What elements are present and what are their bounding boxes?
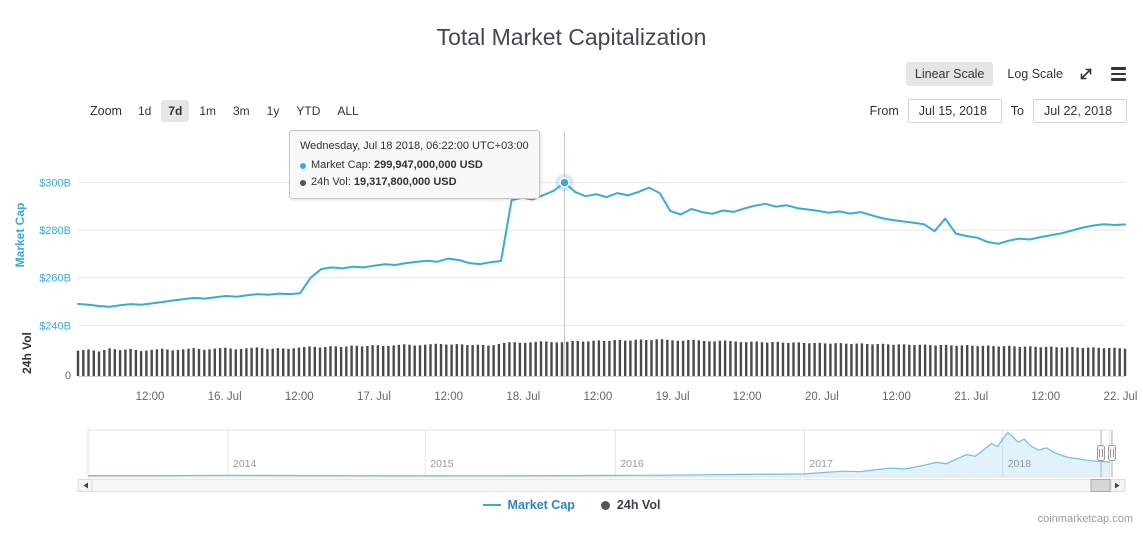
from-date-input[interactable]: Jul 15, 2018: [907, 99, 1002, 123]
navigator-handle-left[interactable]: [1097, 430, 1105, 477]
svg-text:12:00: 12:00: [434, 391, 463, 403]
svg-text:12:00: 12:00: [285, 391, 314, 403]
navigator-year-label: 2016: [620, 458, 644, 470]
scrollbar-thumb[interactable]: [1090, 479, 1111, 492]
expand-icon[interactable]: [1077, 65, 1095, 83]
tooltip-market-cap-label: Market Cap: [311, 157, 374, 174]
to-label: To: [1010, 104, 1024, 118]
chart-tooltip: Wednesday, Jul 18 2018, 06:22:00 UTC+03:…: [289, 130, 540, 199]
navigator-year-label: 2017: [809, 458, 833, 470]
svg-text:12:00: 12:00: [1031, 391, 1060, 403]
zoom-button-group: 1d 7d 1m 3m 1y YTD ALL: [131, 100, 366, 122]
svg-text:12:00: 12:00: [882, 391, 911, 403]
svg-text:16. Jul: 16. Jul: [208, 391, 242, 403]
svg-text:22. Jul: 22. Jul: [1104, 391, 1138, 403]
date-range-controls: From Jul 15, 2018 To Jul 22, 2018: [870, 99, 1127, 123]
scrollbar[interactable]: [77, 479, 1126, 492]
svg-text:12:00: 12:00: [136, 391, 165, 403]
y-axis-label: $260B: [39, 273, 71, 285]
tooltip-market-cap-row: Market Cap 299,947,000,000 USD: [300, 157, 529, 174]
legend-volume-label: 24h Vol: [616, 498, 661, 512]
menu-icon[interactable]: [1109, 65, 1127, 83]
log-scale-button[interactable]: Log Scale: [1007, 67, 1063, 81]
scale-toggle: Linear Scale Log Scale: [905, 62, 1127, 86]
zoom-button-all[interactable]: ALL: [337, 104, 359, 118]
zoom-label: Zoom: [90, 104, 122, 118]
navigator-year-label: 2018: [1008, 458, 1032, 470]
navigator-area[interactable]: [88, 432, 1110, 477]
y-axis-label: $300B: [39, 177, 71, 189]
scrollbar-track[interactable]: [91, 479, 1112, 492]
zoom-button-3m[interactable]: 3m: [233, 104, 250, 118]
linear-scale-button[interactable]: Linear Scale: [905, 62, 994, 86]
scrollbar-right-arrow[interactable]: [1110, 479, 1126, 492]
svg-text:19. Jul: 19. Jul: [656, 391, 690, 403]
zoom-button-1m[interactable]: 1m: [199, 104, 216, 118]
page-title: Total Market Capitalization: [436, 24, 707, 50]
navigator-year-label: 2015: [430, 458, 454, 470]
tooltip-volume-value: 19,317,800,000 USD: [353, 176, 457, 188]
volume-dot-icon: [600, 500, 610, 510]
from-label: From: [869, 104, 899, 118]
svg-text:12:00: 12:00: [733, 391, 762, 403]
x-axis-labels: 12:00 16. Jul 12:00 17. Jul 12:00 18. Jul 12:0…: [136, 391, 1138, 403]
volume-bars: [76, 339, 1127, 376]
zoom-controls: Zoom 1d 7d 1m 3m 1y YTD ALL: [90, 100, 366, 122]
to-date-input[interactable]: Jul 22, 2018: [1033, 99, 1127, 123]
tooltip-volume-row: 24h Vol 19,317,800,000 USD: [300, 174, 529, 191]
y-gridlines: [78, 181, 1125, 326]
legend-item-24h-vol[interactable]: 24h Vol: [600, 498, 661, 512]
tooltip-market-cap-value: 299,947,000,000 USD: [373, 159, 483, 171]
svg-text:21. Jul: 21. Jul: [954, 391, 988, 403]
svg-text:12:00: 12:00: [584, 391, 613, 403]
volume-bullet-icon: [300, 179, 306, 186]
navigator[interactable]: 2014 2015 2016 2017 2018: [87, 429, 1116, 478]
tooltip-volume-label: 24h Vol: [311, 174, 354, 191]
market-cap-bullet-icon: [300, 162, 306, 169]
svg-text:18. Jul: 18. Jul: [506, 391, 540, 403]
zoom-button-ytd[interactable]: YTD: [296, 104, 321, 118]
navigator-handle-right[interactable]: [1108, 430, 1116, 477]
tooltip-date: Wednesday, Jul 18 2018, 06:22:00 UTC+03:…: [300, 140, 529, 152]
market-cap-line: [77, 181, 1126, 308]
y-axis-title-market-cap: Market Cap: [13, 203, 27, 268]
highlight-marker: [559, 177, 570, 188]
zoom-button-1d[interactable]: 1d: [137, 104, 152, 118]
legend-item-market-cap[interactable]: Market Cap: [482, 498, 575, 512]
y-axis-label: $240B: [39, 320, 71, 332]
scrollbar-left-arrow[interactable]: [77, 479, 93, 492]
chart-legend: Market Cap 24h Vol: [0, 498, 1143, 512]
navigator-line: [88, 431, 1111, 477]
zoom-button-1y[interactable]: 1y: [266, 104, 280, 118]
y-axis-label: $280B: [39, 225, 71, 237]
navigator-year-label: 2014: [233, 458, 257, 470]
svg-text:17. Jul: 17. Jul: [357, 391, 391, 403]
zoom-button-7d[interactable]: 7d: [161, 100, 190, 122]
svg-text:20. Jul: 20. Jul: [805, 391, 839, 403]
watermark: coinmarketcap.com: [1037, 513, 1133, 525]
y-axis-title-24h-vol: 24h Vol: [20, 332, 34, 374]
legend-market-cap-label: Market Cap: [507, 498, 575, 512]
volume-axis-zero-label: 0: [65, 370, 71, 382]
market-cap-line-icon: [482, 504, 501, 506]
